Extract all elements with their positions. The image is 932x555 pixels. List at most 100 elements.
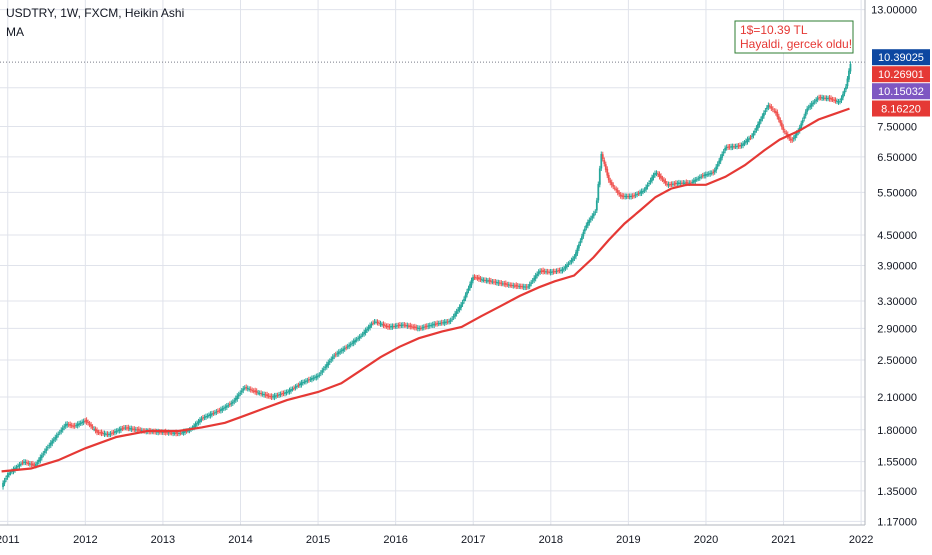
candle-body bbox=[360, 335, 362, 337]
candle-body bbox=[752, 133, 755, 136]
candle-body bbox=[82, 421, 85, 423]
candle-body bbox=[325, 364, 328, 368]
candle-body bbox=[516, 285, 519, 287]
candle-body bbox=[622, 195, 625, 197]
candle-body bbox=[3, 480, 6, 484]
candle-body bbox=[182, 431, 185, 434]
candle-body bbox=[537, 271, 540, 274]
candle-body bbox=[481, 279, 483, 281]
y-tick-label: 2.50000 bbox=[877, 355, 917, 367]
candle-body bbox=[66, 423, 69, 426]
candle-body bbox=[227, 405, 230, 407]
candle-body bbox=[322, 368, 325, 371]
candle-body bbox=[199, 419, 201, 423]
candle-body bbox=[161, 431, 164, 433]
candle-body bbox=[54, 437, 57, 440]
annotation-line-2: Hayaldi, gercek oldu! bbox=[740, 37, 852, 51]
candle-body bbox=[521, 286, 524, 288]
y-axis[interactable]: 13.000009.000007.500006.500005.500004.50… bbox=[871, 5, 917, 529]
candle-body bbox=[384, 324, 386, 326]
candle-body bbox=[167, 432, 170, 434]
candle-body bbox=[57, 433, 60, 435]
candle-body bbox=[552, 271, 555, 273]
annotation-box[interactable]: 1$=10.39 TL Hayaldi, gercek oldu! bbox=[734, 20, 854, 54]
candle-body bbox=[310, 378, 313, 380]
candle-body bbox=[433, 323, 436, 326]
candle-body bbox=[701, 175, 704, 177]
candle-body bbox=[418, 328, 421, 330]
candle-body bbox=[246, 388, 249, 390]
candle-body bbox=[363, 331, 365, 335]
candle-body bbox=[736, 145, 738, 147]
candle-body bbox=[478, 277, 480, 280]
x-tick-label: 2019 bbox=[616, 534, 640, 546]
candle-body bbox=[239, 392, 242, 394]
candle-body bbox=[213, 412, 216, 414]
candle-body bbox=[563, 268, 565, 270]
candle-body bbox=[846, 78, 849, 87]
candle-body bbox=[475, 277, 477, 279]
candle-body bbox=[564, 266, 567, 269]
candle-body bbox=[777, 116, 780, 120]
candle-body bbox=[818, 97, 821, 99]
candle-body bbox=[18, 464, 21, 467]
candle-body bbox=[743, 142, 746, 144]
candle-body bbox=[588, 219, 591, 224]
x-axis[interactable]: 2011 2012 2013 2014 2015 2016 2017 2018 2019 2020… bbox=[0, 534, 873, 546]
candle-body bbox=[120, 428, 122, 431]
candle-body bbox=[124, 427, 127, 429]
candle-body bbox=[257, 392, 260, 394]
candle-body bbox=[813, 101, 816, 103]
candle-body bbox=[121, 428, 124, 430]
candle-body bbox=[631, 195, 634, 197]
price-tag-label: 10.39025 bbox=[878, 52, 924, 64]
candle-body bbox=[425, 325, 428, 327]
candle-body bbox=[273, 395, 276, 398]
candle-body bbox=[233, 400, 236, 402]
candle-body bbox=[567, 263, 570, 265]
candle-body bbox=[211, 413, 213, 415]
candle-body bbox=[760, 119, 762, 122]
candle-body bbox=[394, 325, 397, 327]
candle-body bbox=[222, 407, 225, 409]
candle-body bbox=[439, 323, 442, 325]
candle-body bbox=[657, 173, 659, 175]
candle-body bbox=[661, 178, 664, 180]
candle-body bbox=[768, 105, 771, 107]
candle-body bbox=[442, 322, 445, 324]
candle-body bbox=[636, 193, 638, 195]
candle-body bbox=[357, 338, 360, 340]
candle-body bbox=[531, 280, 534, 282]
candle-body bbox=[788, 136, 791, 139]
chart-legend[interactable]: USDTRY, 1W, FXCM, Heikin Ashi MA bbox=[6, 6, 184, 39]
candle-body bbox=[551, 271, 553, 273]
candle-body bbox=[252, 390, 255, 392]
candle-body bbox=[660, 175, 662, 179]
x-tick-label: 2012 bbox=[73, 534, 97, 546]
candle-body bbox=[349, 344, 352, 346]
candle-body bbox=[476, 277, 479, 279]
candle-body bbox=[36, 462, 39, 464]
candle-body bbox=[833, 99, 835, 101]
candle-body bbox=[20, 463, 22, 465]
price-tag-bg bbox=[872, 66, 930, 83]
candle-body bbox=[440, 322, 443, 324]
candle-body bbox=[643, 189, 646, 191]
candle-body bbox=[715, 166, 718, 171]
price-tag-label: 10.15032 bbox=[878, 86, 924, 98]
candle-body bbox=[578, 244, 580, 249]
candle-body bbox=[221, 408, 224, 411]
candle-body bbox=[749, 137, 752, 139]
candle-body bbox=[685, 181, 688, 184]
candle-body bbox=[682, 182, 685, 184]
candle-body bbox=[173, 432, 176, 434]
candle-body bbox=[712, 171, 715, 173]
candle-body bbox=[67, 424, 70, 426]
candle-body bbox=[695, 179, 698, 181]
candle-body bbox=[361, 334, 364, 336]
candle-body bbox=[55, 435, 58, 438]
candle-body bbox=[770, 106, 773, 109]
candle-body bbox=[316, 375, 319, 378]
